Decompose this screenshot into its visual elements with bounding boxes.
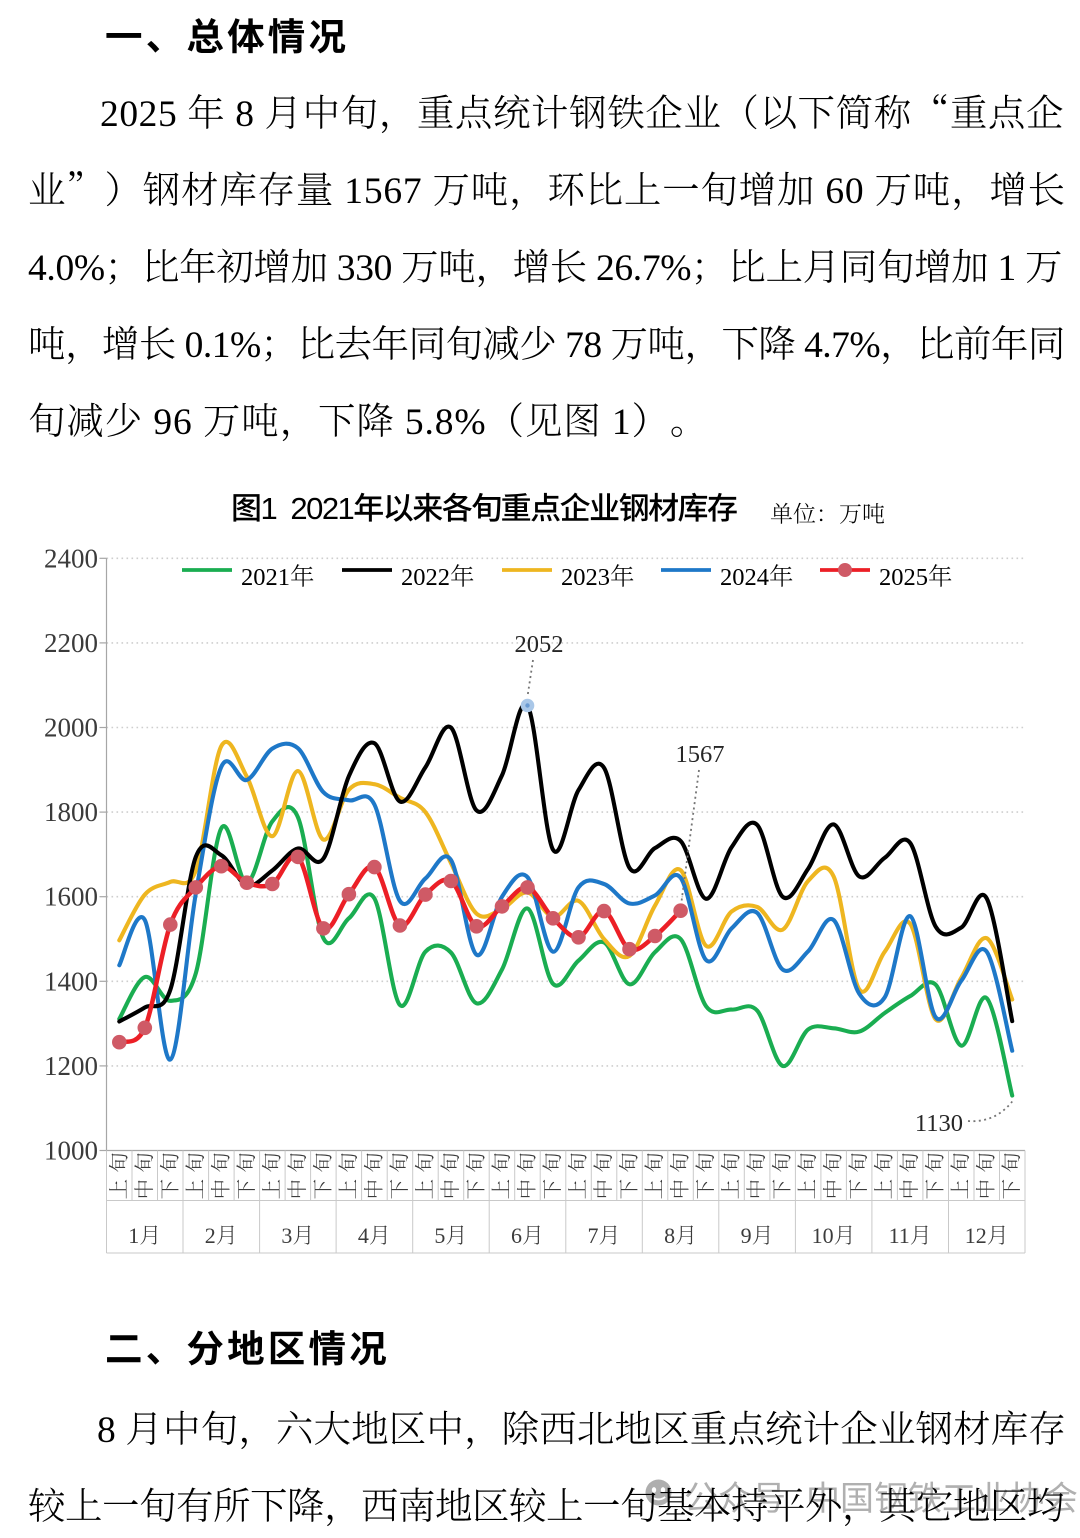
svg-text:上 旬: 上 旬 [561, 1152, 591, 1200]
svg-text:中 旬: 中 旬 [816, 1152, 846, 1200]
svg-text:下 旬: 下 旬 [689, 1152, 719, 1200]
svg-text:下 旬: 下 旬 [536, 1152, 566, 1200]
svg-text:上 旬: 上 旬 [408, 1152, 438, 1200]
svg-text:4月: 4月 [358, 1219, 391, 1250]
svg-text:上 旬: 上 旬 [944, 1152, 974, 1200]
svg-text:7月: 7月 [587, 1219, 620, 1250]
svg-text:1567: 1567 [676, 735, 725, 770]
svg-text:2月: 2月 [205, 1219, 238, 1250]
svg-text:2200: 2200 [44, 621, 98, 660]
svg-text:1400: 1400 [44, 959, 98, 998]
svg-text:上 旬: 上 旬 [255, 1152, 285, 1200]
svg-text:下 旬: 下 旬 [918, 1152, 948, 1200]
svg-text:上 旬: 上 旬 [791, 1152, 821, 1200]
svg-text:1000: 1000 [44, 1129, 98, 1168]
svg-text:11月: 11月 [889, 1219, 932, 1250]
svg-text:上 旬: 上 旬 [178, 1152, 208, 1200]
svg-text:上 旬: 上 旬 [102, 1152, 132, 1200]
svg-text:1130: 1130 [915, 1104, 963, 1139]
svg-text:下 旬: 下 旬 [612, 1152, 642, 1200]
svg-text:上 旬: 上 旬 [485, 1152, 515, 1200]
svg-text:下 旬: 下 旬 [842, 1152, 872, 1200]
svg-text:中 旬: 中 旬 [663, 1152, 693, 1200]
svg-text:2025年: 2025年 [879, 558, 953, 593]
svg-text:1月: 1月 [128, 1219, 161, 1250]
svg-text:8月: 8月 [664, 1219, 697, 1250]
svg-text:中 旬: 中 旬 [204, 1152, 234, 1200]
svg-text:中 旬: 中 旬 [357, 1152, 387, 1200]
svg-text:2400: 2400 [44, 536, 98, 575]
svg-text:1600: 1600 [44, 875, 98, 914]
svg-text:下 旬: 下 旬 [153, 1152, 183, 1200]
svg-text:中 旬: 中 旬 [587, 1152, 617, 1200]
svg-text:下 旬: 下 旬 [306, 1152, 336, 1200]
svg-text:2000: 2000 [44, 706, 98, 745]
svg-text:中 旬: 中 旬 [127, 1152, 157, 1200]
svg-text:上 旬: 上 旬 [867, 1152, 897, 1200]
svg-text:中 旬: 中 旬 [740, 1152, 770, 1200]
svg-text:中 旬: 中 旬 [510, 1152, 540, 1200]
svg-text:1800: 1800 [44, 790, 98, 829]
svg-text:上 旬: 上 旬 [638, 1152, 668, 1200]
svg-text:下 旬: 下 旬 [765, 1152, 795, 1200]
svg-text:9月: 9月 [741, 1219, 774, 1250]
svg-text:下 旬: 下 旬 [382, 1152, 412, 1200]
svg-text:中 旬: 中 旬 [969, 1152, 999, 1200]
svg-text:2022年: 2022年 [401, 558, 475, 593]
svg-text:上 旬: 上 旬 [331, 1152, 361, 1200]
svg-text:5月: 5月 [434, 1219, 467, 1250]
svg-text:2023年: 2023年 [561, 558, 635, 593]
svg-text:10月: 10月 [812, 1219, 856, 1250]
svg-text:1200: 1200 [44, 1044, 98, 1083]
svg-text:下 旬: 下 旬 [995, 1152, 1025, 1200]
svg-text:下 旬: 下 旬 [229, 1152, 259, 1200]
svg-text:3月: 3月 [281, 1219, 314, 1250]
svg-text:2052: 2052 [515, 625, 564, 660]
svg-text:下 旬: 下 旬 [459, 1152, 489, 1200]
svg-text:中 旬: 中 旬 [893, 1152, 923, 1200]
svg-text:2021年: 2021年 [241, 558, 315, 593]
svg-text:12月: 12月 [965, 1219, 1009, 1250]
svg-text:上 旬: 上 旬 [714, 1152, 744, 1200]
svg-text:中 旬: 中 旬 [433, 1152, 463, 1200]
svg-text:2024年: 2024年 [720, 558, 794, 593]
svg-text:6月: 6月 [511, 1219, 544, 1250]
svg-text:中 旬: 中 旬 [280, 1152, 310, 1200]
